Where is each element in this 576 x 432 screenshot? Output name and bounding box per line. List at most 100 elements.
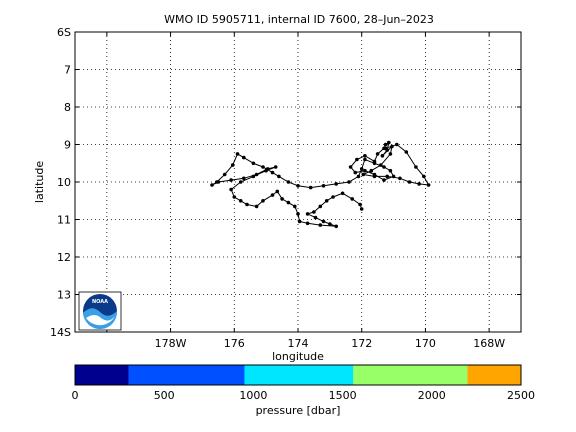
track-point: [270, 193, 275, 197]
track-point: [238, 180, 243, 184]
y-axis-label: latitude: [33, 161, 46, 203]
track-point: [215, 180, 219, 184]
track-point: [398, 176, 402, 181]
track-point: [363, 154, 367, 158]
x-tick-label: 178W: [155, 337, 187, 350]
track-point: [356, 174, 361, 179]
track-point: [277, 174, 281, 179]
track-point: [242, 155, 246, 160]
track-point: [382, 165, 386, 169]
y-tick-label: 6S: [57, 26, 71, 39]
y-tick-label: 12: [57, 251, 71, 264]
track-point: [245, 202, 249, 207]
track-point: [363, 168, 367, 173]
track-point: [358, 202, 362, 207]
track-point: [380, 154, 385, 158]
track-point: [232, 195, 237, 199]
track-point: [273, 165, 278, 169]
track-point: [414, 165, 418, 169]
track-point: [387, 140, 391, 145]
colorbar-segment: [244, 365, 354, 385]
track-point: [321, 184, 326, 188]
x-axis-ticks: 178W 176 174 172 170 168W: [106, 32, 505, 350]
colorbar-segment: [128, 365, 245, 385]
track-point: [280, 197, 284, 201]
track-point: [334, 224, 339, 229]
x-tick-label: 170: [415, 337, 436, 350]
track-point: [251, 174, 256, 179]
track-point: [359, 207, 364, 211]
track-point: [242, 176, 246, 181]
x-tick-label: 168W: [473, 337, 505, 350]
colorbar-tick-label: 1500: [329, 389, 357, 402]
track-point: [254, 204, 259, 209]
colorbar-tick-label: 500: [154, 389, 175, 402]
track-point: [229, 178, 233, 182]
track-point: [296, 212, 300, 216]
track-point: [340, 191, 345, 196]
track-point: [297, 219, 302, 224]
y-tick-label: 7: [64, 64, 71, 77]
track-point: [426, 183, 431, 187]
track-point: [251, 161, 256, 166]
y-tick-label: 14S: [50, 326, 71, 339]
noaa-logo-icon: NOAA: [78, 291, 122, 331]
colorbar-ticks: 0 500 1000 1500 2000 2500: [72, 389, 536, 402]
track-point: [347, 180, 351, 184]
track-point: [372, 159, 377, 164]
track-point: [210, 183, 214, 187]
track-point: [222, 172, 227, 177]
track-point: [293, 204, 297, 209]
track-point: [363, 157, 367, 162]
x-tick-label: 172: [351, 337, 372, 350]
track-point: [422, 174, 426, 179]
colorbar-frame: [74, 364, 522, 386]
y-axis-ticks: 6S 7 8 9 10 11 12 13 14S: [50, 26, 521, 339]
y-tick-label: 11: [57, 214, 71, 227]
track-point: [375, 152, 380, 156]
track-point: [390, 144, 394, 149]
track-point: [395, 142, 399, 147]
track-point: [261, 165, 265, 169]
colorbar-segment: [75, 365, 129, 385]
colorbar-segment: [353, 365, 468, 385]
track-point: [383, 142, 388, 147]
track-point: [321, 219, 326, 224]
colorbar-segment: [467, 365, 521, 385]
x-tick-label: 174: [288, 337, 309, 350]
track-point: [230, 163, 235, 167]
noaa-logo-text: NOAA: [92, 299, 108, 305]
track-point: [361, 172, 366, 177]
track-point: [382, 178, 386, 182]
track-point: [369, 168, 374, 173]
track-point: [391, 174, 396, 179]
track-point: [388, 152, 393, 156]
colorbar-tick-label: 1000: [239, 389, 267, 402]
plot-area: 178W 176 174 172 170 168W 6S 7 8 9 10 11 12 13 14S: [50, 26, 522, 350]
track-point: [313, 215, 318, 220]
pressure-colorbar: 0 500 1000 1500 2000 2500 pressure [dbar]: [72, 364, 536, 417]
track-point: [331, 195, 335, 199]
x-axis-label: longitude: [272, 350, 324, 363]
float-track: [210, 140, 431, 229]
track-point: [334, 182, 339, 186]
colorbar-label: pressure [dbar]: [256, 404, 341, 417]
track-point: [286, 200, 291, 205]
track-point: [353, 170, 358, 175]
track-point: [275, 189, 280, 194]
track-point: [318, 204, 323, 209]
track-point: [355, 157, 359, 162]
y-tick-label: 8: [64, 101, 71, 114]
track-point: [238, 199, 243, 203]
track-point: [372, 174, 377, 179]
track-point: [385, 174, 390, 179]
track-point: [350, 197, 355, 201]
track-point: [407, 180, 412, 184]
track-point: [383, 146, 388, 151]
track-point: [324, 199, 329, 203]
track-point: [348, 165, 353, 169]
colorbar-tick-label: 2500: [507, 389, 535, 402]
track-point: [328, 222, 332, 226]
track-point: [235, 152, 240, 156]
track-point: [229, 187, 233, 192]
